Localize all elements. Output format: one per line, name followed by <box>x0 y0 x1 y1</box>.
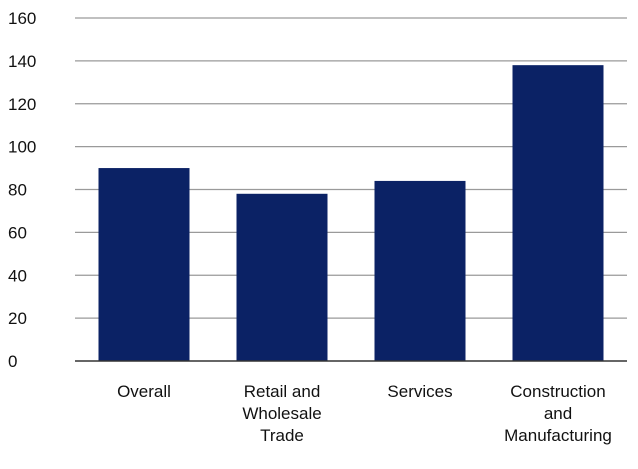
y-tick-label: 60 <box>8 223 27 242</box>
y-tick-label: 40 <box>8 266 27 285</box>
y-tick-label: 100 <box>8 138 36 157</box>
x-tick-label: Overall <box>117 382 171 401</box>
bar-3 <box>512 65 604 361</box>
y-tick-label: 160 <box>8 9 36 28</box>
bar-0 <box>98 168 190 361</box>
x-tick-label: Services <box>387 382 452 401</box>
y-tick-label: 140 <box>8 52 36 71</box>
y-tick-label: 80 <box>8 181 27 200</box>
x-tick-labels: Overall Retail and Wholesale Trade Services C… <box>117 382 612 445</box>
y-tick-label: 0 <box>8 352 17 371</box>
x-tick-label: Retail and Wholesale Trade <box>242 382 321 445</box>
bar-1 <box>236 193 328 361</box>
x-tick-label: Construction and Manufacturing <box>504 382 612 445</box>
bars <box>98 65 604 361</box>
y-tick-labels: 0 20 40 60 80 100 120 140 160 <box>8 9 36 371</box>
bar-2 <box>374 180 466 361</box>
y-tick-label: 20 <box>8 309 27 328</box>
y-tick-label: 120 <box>8 95 36 114</box>
